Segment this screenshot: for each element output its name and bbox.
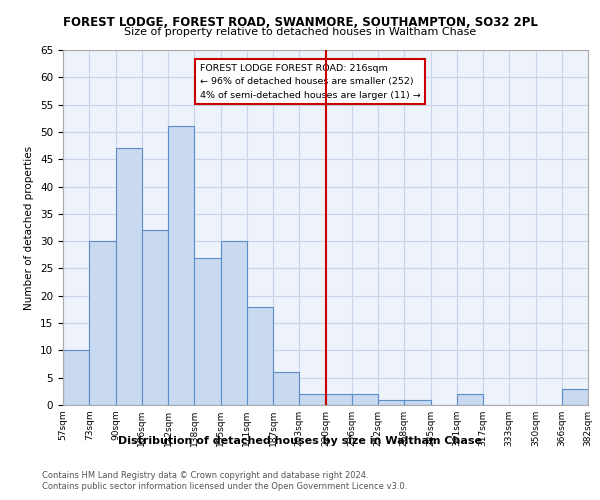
Bar [378,400,404,405]
Text: Distribution of detached houses by size in Waltham Chase: Distribution of detached houses by size … [118,436,482,446]
Text: FOREST LODGE, FOREST ROAD, SWANMORE, SOUTHAMPTON, SO32 2PL: FOREST LODGE, FOREST ROAD, SWANMORE, SOU… [62,16,538,29]
Bar [115,148,142,405]
Bar [457,394,483,405]
Bar [404,400,431,405]
Bar [273,372,299,405]
Text: FOREST LODGE FOREST ROAD: 216sqm
← 96% of detached houses are smaller (252)
4% o: FOREST LODGE FOREST ROAD: 216sqm ← 96% o… [199,64,420,100]
Bar [89,241,115,405]
Bar [221,241,247,405]
Bar [168,126,194,405]
Bar [325,394,352,405]
Bar [194,258,221,405]
Y-axis label: Number of detached properties: Number of detached properties [25,146,34,310]
Text: Contains public sector information licensed under the Open Government Licence v3: Contains public sector information licen… [42,482,407,491]
Bar [63,350,89,405]
Bar [247,306,273,405]
Text: Size of property relative to detached houses in Waltham Chase: Size of property relative to detached ho… [124,27,476,37]
Bar [352,394,378,405]
Bar [299,394,325,405]
Bar [142,230,168,405]
Bar [562,388,588,405]
Text: Contains HM Land Registry data © Crown copyright and database right 2024.: Contains HM Land Registry data © Crown c… [42,471,368,480]
